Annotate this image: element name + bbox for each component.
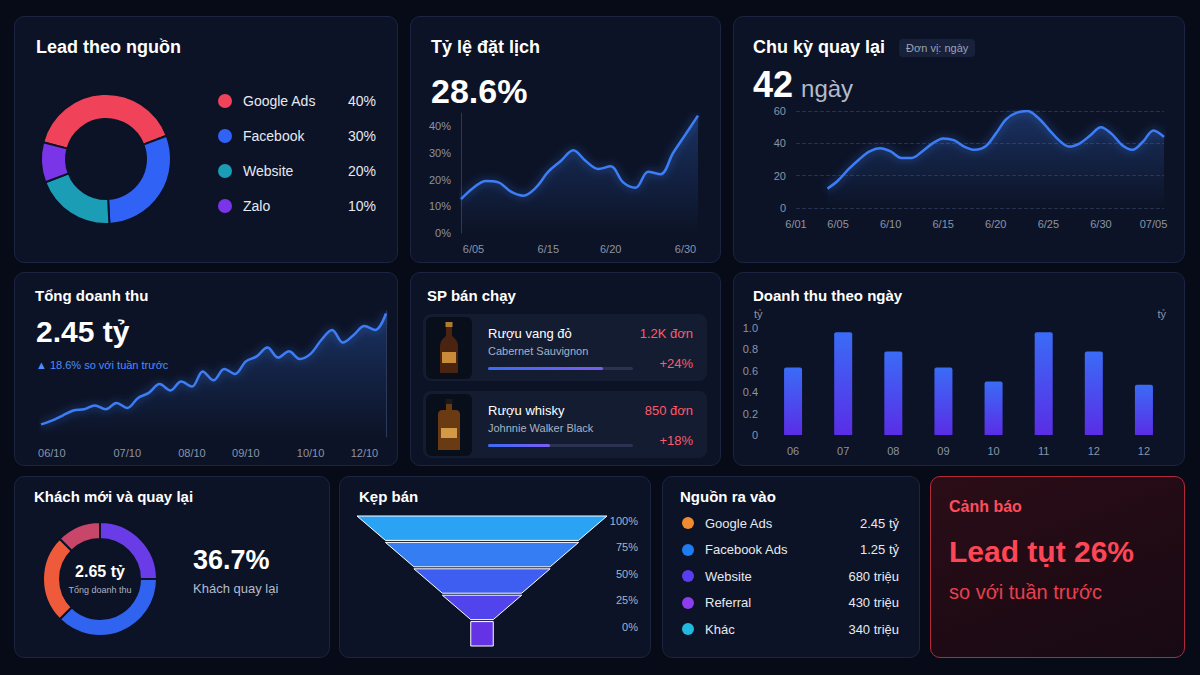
html-text:Rượu whisky: Rượu whisky <box>488 403 565 418</box>
svg-text:6/20: 6/20 <box>985 218 1006 230</box>
svg-text:0%: 0% <box>435 227 451 239</box>
html-text:30%: 30% <box>348 128 376 144</box>
html-text:Zalo: Zalo <box>243 198 271 214</box>
html-text:Rượu vang đỏ: Rượu vang đỏ <box>488 326 572 341</box>
svg-text:0: 0 <box>780 202 786 214</box>
svg-text:06/10: 06/10 <box>38 447 66 459</box>
html-text:28.6%: 28.6% <box>431 72 528 110</box>
svg-text:0.4: 0.4 <box>743 386 758 398</box>
html-text:25%: 25% <box>616 594 638 607</box>
svg-text:0.2: 0.2 <box>743 408 758 420</box>
svg-text:6/30: 6/30 <box>1090 218 1111 230</box>
svg-text:6/01: 6/01 <box>785 218 806 230</box>
html-text:Kẹp bán: Kẹp bán <box>359 488 419 505</box>
html-text:tỷ: tỷ <box>1157 308 1166 320</box>
svg-text:07/10: 07/10 <box>113 447 141 459</box>
html-text:so với tuần trước: so với tuần trước <box>949 581 1102 603</box>
svg-text:40%: 40% <box>429 120 451 132</box>
svg-text:0.8: 0.8 <box>743 343 758 355</box>
html-text:Cabernet Sauvignon: Cabernet Sauvignon <box>488 345 589 357</box>
svg-text:1.0: 1.0 <box>743 322 758 334</box>
svg-text:0: 0 <box>752 429 758 441</box>
html-text:36.7%: 36.7% <box>193 545 270 575</box>
html-text:40%: 40% <box>348 93 376 109</box>
html-text:Doanh thu theo ngày: Doanh thu theo ngày <box>753 287 903 304</box>
svg-text:12/10: 12/10 <box>351 447 379 459</box>
html-text:340 triệu: 340 triệu <box>848 621 899 637</box>
svg-text:09/10: 09/10 <box>232 447 260 459</box>
html-text:SP bán chạy: SP bán chạy <box>427 287 516 304</box>
svg-text:6/15: 6/15 <box>538 243 559 255</box>
svg-text:30%: 30% <box>429 147 451 159</box>
html-text:2.45 tỷ: 2.45 tỷ <box>36 315 130 348</box>
svg-text:06: 06 <box>787 445 799 457</box>
html-text:Referral: Referral <box>705 595 752 610</box>
html-text:Johnnie Walker Black: Johnnie Walker Black <box>488 422 594 434</box>
svg-text:60: 60 <box>774 105 786 117</box>
html-text:10%: 10% <box>348 198 376 214</box>
html-text:430 triệu: 430 triệu <box>848 595 899 610</box>
svg-text:40: 40 <box>774 137 786 149</box>
svg-text:20: 20 <box>774 170 786 182</box>
html-text:850 đơn: 850 đơn <box>644 403 693 418</box>
svg-text:6/30: 6/30 <box>675 243 696 255</box>
html-text:+24%: +24% <box>659 356 693 371</box>
html-text:tỷ: tỷ <box>754 308 763 320</box>
html-text:Khách quay lại: Khách quay lại <box>193 581 279 596</box>
svg-text:10: 10 <box>987 445 999 457</box>
html-text:Lead theo nguồn: Lead theo nguồn <box>36 37 181 57</box>
svg-text:6/15: 6/15 <box>932 218 953 230</box>
svg-text:11: 11 <box>1038 445 1049 457</box>
html-text:2.45 tỷ: 2.45 tỷ <box>860 515 899 531</box>
svg-text:12: 12 <box>1138 445 1150 457</box>
svg-text:10/10: 10/10 <box>297 447 325 459</box>
html-text:0%: 0% <box>622 620 638 633</box>
svg-text:08/10: 08/10 <box>178 447 206 459</box>
html-text:42 ngày: 42 ngày <box>753 64 854 105</box>
svg-text:6/05: 6/05 <box>463 243 484 255</box>
html-text:Tổng doanh thu: Tổng doanh thu <box>35 287 149 304</box>
html-text:Đơn vị: ngày: Đơn vị: ngày <box>906 41 969 54</box>
html-text:680 triệu: 680 triệu <box>848 568 899 584</box>
svg-text:07/05: 07/05 <box>1140 218 1168 230</box>
html-text:Tổng doanh thu: Tổng doanh thu <box>68 585 132 595</box>
html-text:Website: Website <box>243 163 294 179</box>
html-text:2.65 tỷ: 2.65 tỷ <box>75 563 125 580</box>
svg-text:10%: 10% <box>429 200 451 212</box>
html-text:Facebook: Facebook <box>243 128 305 144</box>
html-text:20%: 20% <box>348 163 376 179</box>
svg-text:12: 12 <box>1088 445 1100 457</box>
svg-text:20%: 20% <box>429 174 451 186</box>
html-text:Khách mới và quay lại: Khách mới và quay lại <box>34 488 194 505</box>
svg-text:09: 09 <box>937 445 949 457</box>
svg-text:07: 07 <box>837 445 849 457</box>
html-text:1.2K đơn: 1.2K đơn <box>639 326 693 341</box>
html-text:Khác: Khác <box>705 621 735 637</box>
html-text:Google Ads: Google Ads <box>705 515 773 531</box>
html-text:Google Ads: Google Ads <box>243 93 316 109</box>
svg-text:6/10: 6/10 <box>880 218 901 230</box>
svg-text:6/20: 6/20 <box>600 243 621 255</box>
svg-text:0.6: 0.6 <box>743 365 758 377</box>
svg-text:6/25: 6/25 <box>1038 218 1059 230</box>
html-text:Website: Website <box>705 568 752 584</box>
html-text:Tỷ lệ đặt lịch: Tỷ lệ đặt lịch <box>431 37 540 57</box>
html-text:Lead tụt 26%: Lead tụt 26% <box>949 535 1134 568</box>
html-text:100%: 100% <box>609 515 638 527</box>
html-text:Facebook Ads: Facebook Ads <box>705 542 788 557</box>
svg-text:6/05: 6/05 <box>827 218 848 230</box>
html-text:50%: 50% <box>616 567 638 580</box>
svg-text:08: 08 <box>887 445 899 457</box>
html-text:▲ 18.6% so với tuần trước: ▲ 18.6% so với tuần trước <box>36 359 169 371</box>
html-text:Cảnh báo: Cảnh báo <box>949 498 1022 515</box>
html-text:Chu kỳ quay lại: Chu kỳ quay lại <box>753 37 885 57</box>
html-text:75%: 75% <box>616 541 638 554</box>
html-text:Nguồn ra vào: Nguồn ra vào <box>680 488 776 505</box>
html-text:+18%: +18% <box>659 433 693 448</box>
html-text:1.25 tỷ: 1.25 tỷ <box>860 542 899 557</box>
